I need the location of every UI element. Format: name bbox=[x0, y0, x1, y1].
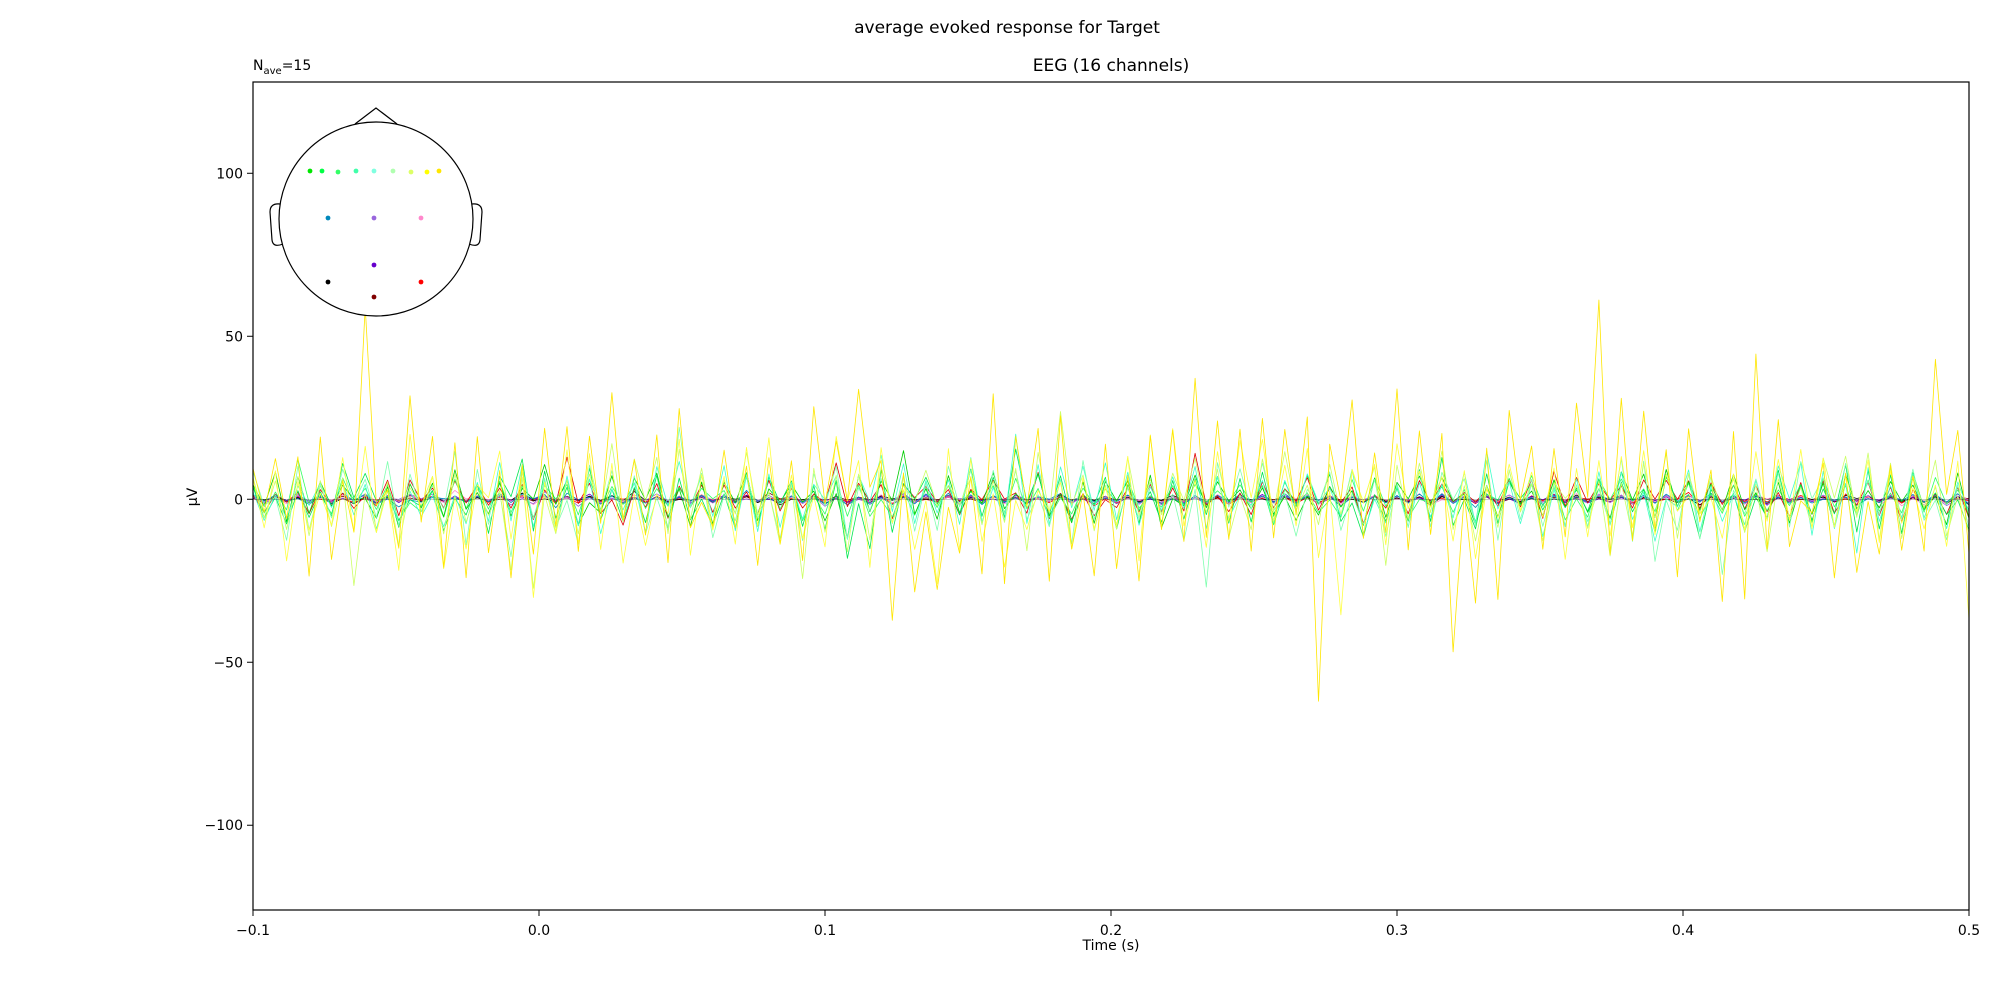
channel-trace bbox=[253, 433, 1969, 554]
x-tick-label: −0.1 bbox=[236, 923, 270, 939]
figure-suptitle: average evoked response for Target bbox=[854, 18, 1160, 38]
x-tick-label: 0.0 bbox=[528, 923, 550, 939]
y-tick-label: 50 bbox=[225, 329, 243, 345]
sensor-dots bbox=[307, 168, 442, 300]
sensor-dot bbox=[307, 168, 313, 174]
sensor-dot bbox=[319, 168, 325, 174]
sensor-dot bbox=[371, 168, 377, 174]
nave-subscript: ave bbox=[263, 66, 281, 77]
sensor-dot bbox=[371, 262, 377, 268]
head-nose bbox=[354, 107, 398, 125]
x-tick-label: 0.5 bbox=[1958, 923, 1980, 939]
sensor-dot bbox=[436, 168, 442, 174]
channel-trace bbox=[253, 428, 1969, 620]
channel-traces bbox=[253, 299, 1969, 702]
sensor-dot bbox=[325, 215, 331, 221]
head-right-ear bbox=[468, 203, 483, 246]
channel-trace bbox=[253, 299, 1969, 702]
sensor-dot bbox=[424, 169, 430, 175]
sensor-dot bbox=[335, 169, 341, 175]
y-tick-label: 0 bbox=[234, 492, 243, 508]
axes-title: EEG (16 channels) bbox=[1033, 56, 1190, 76]
sensor-layout-inset bbox=[269, 107, 483, 317]
y-axis-label: µV bbox=[185, 487, 201, 506]
head-left-ear bbox=[269, 203, 284, 246]
x-tick-label: 0.1 bbox=[814, 923, 836, 939]
nave-value: =15 bbox=[282, 58, 312, 74]
x-tick-label: 0.3 bbox=[1386, 923, 1408, 939]
plot-area bbox=[253, 299, 1969, 702]
sensor-dot bbox=[418, 215, 424, 221]
nave-label: Nave=15 bbox=[253, 58, 311, 77]
sensor-dot bbox=[325, 279, 331, 285]
x-tick-label: 0.2 bbox=[1100, 923, 1122, 939]
y-axis: −100 −50 0 50 100 bbox=[205, 166, 253, 834]
x-tick-label: 0.4 bbox=[1672, 923, 1694, 939]
y-tick-label: −100 bbox=[205, 818, 243, 834]
y-tick-label: −50 bbox=[213, 655, 243, 671]
sensor-dot bbox=[371, 215, 377, 221]
sensor-dot bbox=[408, 169, 414, 175]
y-tick-label: 100 bbox=[216, 166, 243, 182]
x-axis: −0.1 0.0 0.1 0.2 0.3 0.4 0.5 bbox=[236, 910, 1980, 939]
sensor-dot bbox=[353, 168, 359, 174]
sensor-dot bbox=[418, 279, 424, 285]
sensor-dot bbox=[371, 294, 377, 300]
x-axis-label: Time (s) bbox=[1082, 938, 1140, 954]
nave-base: N bbox=[253, 58, 263, 74]
sensor-dot bbox=[390, 168, 396, 174]
